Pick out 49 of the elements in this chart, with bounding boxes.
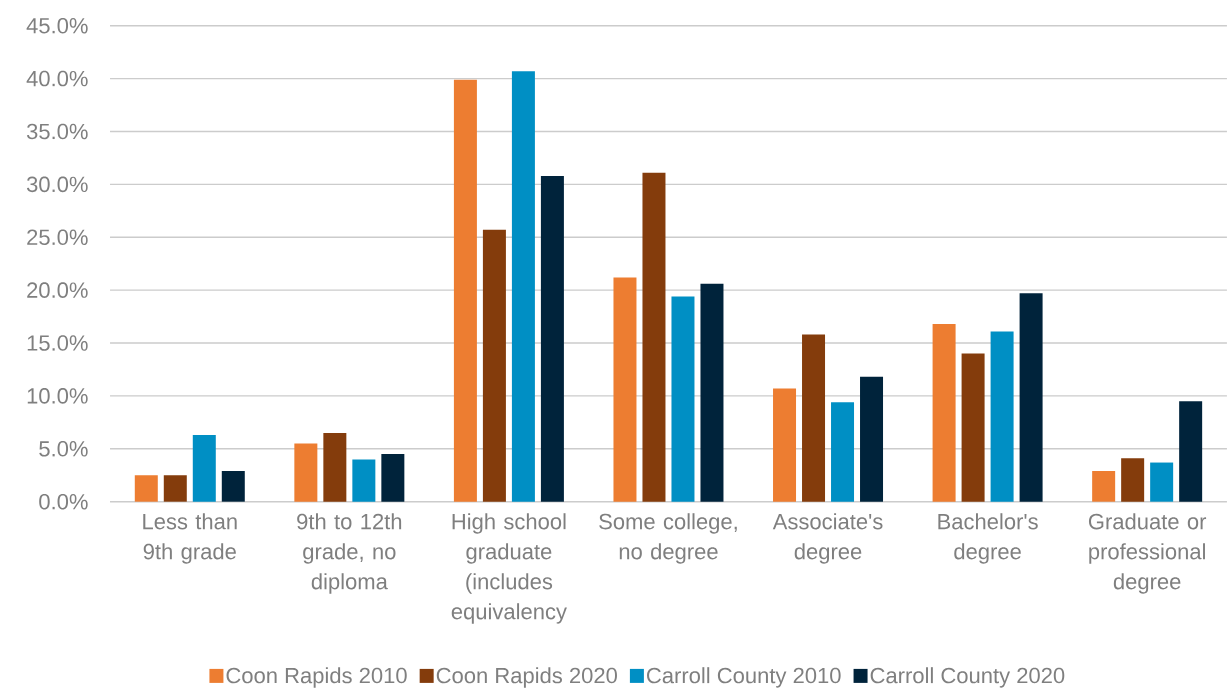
bar	[323, 432, 347, 502]
y-tick-label: 45.0%	[26, 17, 88, 34]
x-tick-label: High school graduate (includes equivalency	[451, 513, 567, 624]
x-tick-label: Less than 9th grade	[143, 513, 237, 564]
bar	[671, 296, 695, 502]
bar	[352, 459, 376, 502]
bar	[860, 376, 884, 502]
x-tick-label: Associate's degree	[772, 513, 883, 564]
bar	[381, 454, 405, 502]
bar	[540, 175, 564, 502]
bar	[642, 172, 666, 502]
x-tick-label: Bachelor's degree	[938, 513, 1038, 564]
y-tick-label: 30.0%	[26, 176, 88, 193]
bar	[932, 323, 956, 502]
legend-label: Carroll County 2020	[870, 667, 1065, 688]
bar	[700, 283, 724, 502]
x-tick-label: Graduate or professional degree	[1088, 513, 1207, 594]
bar	[961, 353, 985, 502]
bar	[1179, 401, 1203, 502]
y-tick-label: 10.0%	[27, 388, 88, 404]
x-tick-label: Some college, no degree	[599, 513, 737, 564]
x-tick-label: 9th to 12th grade, no diploma	[297, 513, 402, 594]
y-tick-label: 5.0%	[39, 441, 88, 457]
legend-label: Coon Rapids 2010	[226, 667, 407, 688]
bar	[773, 388, 797, 502]
y-tick-label: 25.0%	[27, 229, 88, 246]
y-tick-label: 15.0%	[27, 335, 88, 351]
bar	[831, 402, 855, 502]
bar	[1019, 293, 1043, 502]
bar	[163, 475, 187, 502]
bar	[1150, 462, 1174, 502]
bar	[1092, 471, 1116, 502]
y-tick-label: 40.0%	[26, 70, 88, 87]
bar	[294, 443, 318, 502]
bar	[613, 277, 637, 502]
legend-label: Carroll County 2010	[647, 667, 841, 688]
bar	[1121, 458, 1145, 502]
bar	[511, 71, 535, 502]
bar	[221, 471, 245, 502]
y-tick-label: 20.0%	[27, 282, 88, 298]
bar	[453, 79, 477, 502]
bar	[802, 334, 826, 502]
bar	[192, 435, 216, 502]
bar	[134, 475, 158, 502]
legend-label: Coon Rapids 2020	[436, 667, 617, 688]
y-tick-label: 35.0%	[26, 123, 88, 140]
bar	[990, 331, 1014, 502]
bar	[482, 229, 506, 502]
y-tick-label: 0.0%	[39, 493, 88, 510]
